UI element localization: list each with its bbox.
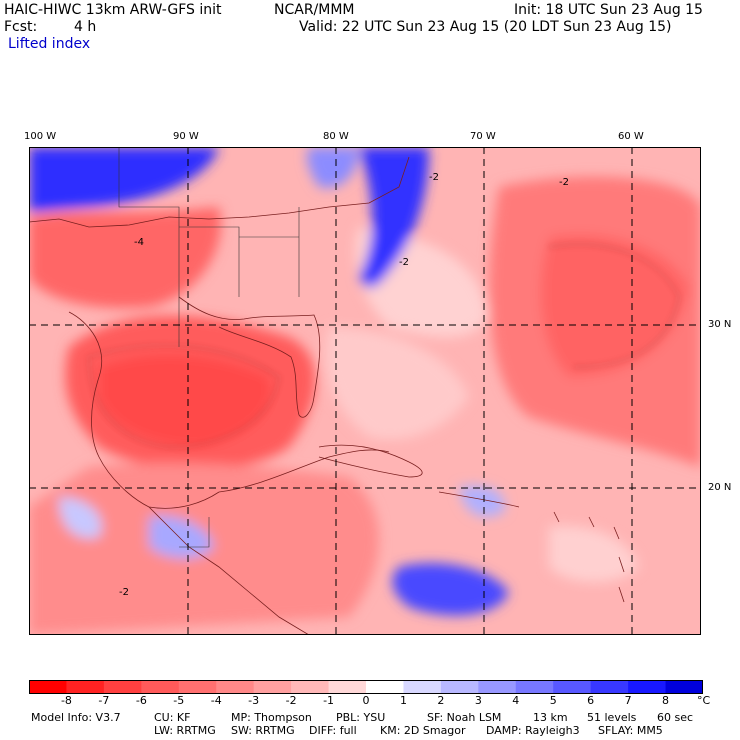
model-info-damp: DAMP: Rayleigh3 xyxy=(486,724,580,737)
model-info-pbl: PBL: YSU xyxy=(336,711,386,724)
model-info-cu: CU: KF xyxy=(154,711,191,724)
colorbar-tick-label: 8 xyxy=(662,694,670,707)
colorbar-tick-label: -8 xyxy=(60,694,72,707)
contour-label: -2 xyxy=(119,587,129,598)
forecast-label: Fcst: xyxy=(4,19,38,35)
colorbar-tick-label: -3 xyxy=(248,694,260,707)
colorbar-tick-label: 3 xyxy=(474,694,482,707)
lon-label-90w: 90 W xyxy=(173,131,199,142)
model-info-version: Model Info: V3.7 xyxy=(31,711,121,724)
model-info-sw: SW: RRTMG xyxy=(231,724,295,737)
colorbar-tick-label: -6 xyxy=(135,694,147,707)
colorbar-cell xyxy=(29,680,67,694)
colorbar-cell xyxy=(291,680,330,694)
lon-label-60w: 60 W xyxy=(618,131,644,142)
model-info-res: 13 km xyxy=(533,711,568,724)
valid-time: Valid: 22 UTC Sun 23 Aug 15 (20 LDT Sun … xyxy=(299,19,672,35)
colorbar-tick-label: 7 xyxy=(624,694,632,707)
model-info-sflay: SFLAY: MM5 xyxy=(598,724,663,737)
colorbar-cell xyxy=(515,680,554,694)
colorbar-cell xyxy=(178,680,217,694)
model-info-diff: DIFF: full xyxy=(309,724,357,737)
lifted-index-map: -4 -2 -2 -2 -2 xyxy=(29,147,701,635)
colorbar-tick-label: -2 xyxy=(285,694,297,707)
colorbar-tick-label: 1 xyxy=(399,694,407,707)
colorbar-cell xyxy=(478,680,517,694)
colorbar-cell xyxy=(216,680,255,694)
colorbar-cell xyxy=(103,680,142,694)
colorbar-tick-label: 5 xyxy=(549,694,557,707)
model-title: HAIC-HIWC 13km ARW-GFS init xyxy=(4,2,222,18)
init-time: Init: 18 UTC Sun 23 Aug 15 xyxy=(514,2,703,18)
colorbar-tick-label: -1 xyxy=(323,694,335,707)
field-name: Lifted index xyxy=(8,36,91,52)
model-info-km: KM: 2D Smagor xyxy=(380,724,466,737)
colorbar-cell xyxy=(141,680,180,694)
colorbar-unit: °C xyxy=(697,694,711,707)
colorbar-cell xyxy=(553,680,592,694)
contour-label: -4 xyxy=(134,237,144,248)
contour-label: -2 xyxy=(429,172,439,183)
contour-label: -2 xyxy=(559,177,569,188)
model-info-lw: LW: RRTMG xyxy=(154,724,216,737)
colorbar-tick-label: -5 xyxy=(173,694,185,707)
model-info-timestep: 60 sec xyxy=(657,711,694,724)
colorbar-tick-label: -7 xyxy=(98,694,110,707)
model-info-sf: SF: Noah LSM xyxy=(427,711,502,724)
org-label: NCAR/MMM xyxy=(274,2,355,18)
colorbar-cell xyxy=(590,680,629,694)
colorbar-tick-label: -4 xyxy=(210,694,222,707)
colorbar-cell xyxy=(253,680,292,694)
colorbar xyxy=(29,680,703,694)
colorbar-cell xyxy=(440,680,479,694)
lon-label-80w: 80 W xyxy=(323,131,349,142)
forecast-hour: 4 h xyxy=(74,19,97,35)
colorbar-tick-label: 4 xyxy=(512,694,520,707)
colorbar-cell xyxy=(665,680,703,694)
colorbar-cell xyxy=(628,680,667,694)
colorbar-cell xyxy=(328,680,367,694)
model-info-levels: 51 levels xyxy=(587,711,637,724)
model-info-mp: MP: Thompson xyxy=(231,711,312,724)
lat-label-30n: 30 N xyxy=(708,319,732,330)
colorbar-cell xyxy=(66,680,105,694)
lat-label-20n: 20 N xyxy=(708,482,732,493)
colorbar-tick-label: 2 xyxy=(437,694,445,707)
colorbar-cell xyxy=(366,680,404,694)
colorbar-tick-label: 6 xyxy=(587,694,595,707)
lon-label-70w: 70 W xyxy=(470,131,496,142)
colorbar-tick-label: 0 xyxy=(362,694,370,707)
contour-label: -2 xyxy=(399,257,409,268)
lon-label-100w: 100 W xyxy=(24,131,57,142)
colorbar-cell xyxy=(403,680,442,694)
